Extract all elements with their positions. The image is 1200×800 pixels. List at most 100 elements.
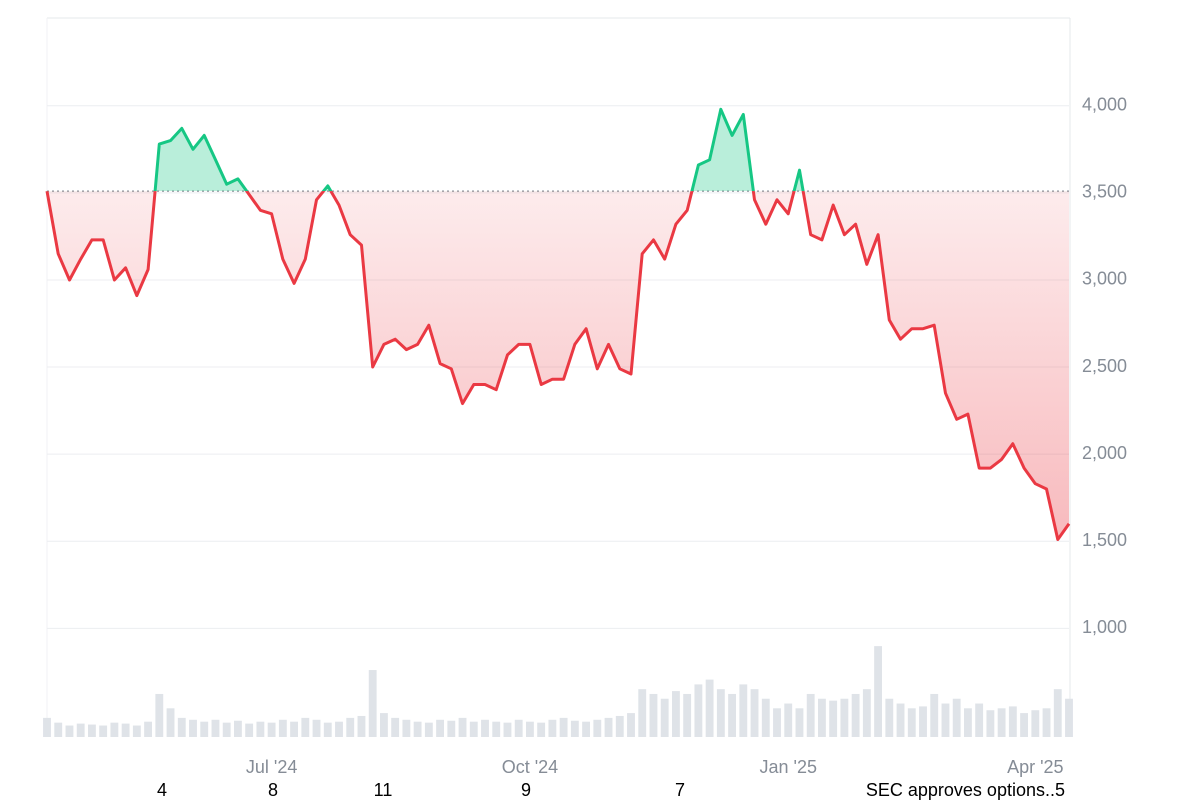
volume-bar: [402, 719, 411, 737]
volume-bar: [436, 719, 445, 737]
volume-bar: [222, 722, 231, 737]
volume-bar: [368, 670, 377, 737]
volume-bar: [817, 698, 826, 737]
volume-bar: [537, 722, 546, 737]
volume-bar: [1031, 710, 1040, 737]
volume-bar: [469, 721, 478, 737]
volume-bar: [1065, 698, 1073, 737]
event-label: 4: [157, 780, 167, 800]
volume-bar: [919, 706, 927, 737]
volume-bar: [211, 719, 220, 737]
volume-bar: [278, 719, 287, 737]
volume-bar: [739, 684, 748, 737]
volume-bar: [660, 698, 669, 737]
volume-bar: [76, 723, 85, 737]
y-tick-label: 3,500: [1082, 182, 1127, 202]
volume-bar: [99, 725, 108, 737]
line-down: [45, 191, 1071, 541]
volume-bar: [200, 721, 209, 737]
x-tick-label: Jul '24: [246, 757, 297, 777]
y-tick-label: 1,500: [1082, 530, 1127, 550]
volume-bar: [649, 693, 658, 737]
y-tick-label: 4,000: [1082, 95, 1127, 115]
volume-bar: [627, 713, 635, 737]
event-label: 11: [374, 780, 393, 800]
volume-bar: [87, 724, 96, 737]
volume-bar: [1053, 689, 1062, 737]
volume-bar: [323, 722, 332, 737]
volume-bar: [694, 684, 703, 737]
volume-bar: [986, 710, 995, 737]
volume-bar: [144, 721, 153, 737]
volume-bar: [941, 703, 950, 737]
volume-bar: [492, 721, 501, 737]
volume-bar: [784, 703, 793, 737]
volume-bar: [930, 693, 939, 737]
event-label: 9: [521, 780, 531, 800]
volume-bar: [896, 703, 905, 737]
volume-bar: [795, 708, 804, 737]
volume-bar: [312, 719, 321, 737]
volume-bar: [851, 693, 860, 737]
volume-bar: [121, 723, 130, 737]
volume-bar: [761, 698, 770, 737]
volume-bar: [997, 708, 1006, 737]
volume-bar: [975, 703, 984, 737]
volume-bar: [413, 721, 422, 737]
line-up: [46, 107, 805, 192]
volume-bar: [773, 708, 781, 737]
x-tick-label: Apr '25: [1007, 757, 1063, 777]
volume-bar: [132, 725, 141, 737]
volume-bar: [570, 720, 579, 737]
volume-bar: [110, 722, 119, 737]
volume-bar: [267, 722, 276, 737]
volume-bar: [907, 708, 916, 737]
volume-bar: [750, 689, 759, 737]
volume-bar: [424, 722, 433, 737]
volume-bar: [548, 719, 557, 737]
volume-bar: [65, 725, 74, 737]
y-tick-label: 2,000: [1082, 443, 1127, 463]
volume-bar: [514, 719, 523, 737]
volume-bar: [559, 717, 568, 737]
volume-bar: [357, 715, 366, 737]
y-tick-label: 1,000: [1082, 617, 1127, 637]
volume-bar: [177, 717, 186, 737]
volume-bar: [952, 698, 961, 737]
volume-bar: [346, 717, 355, 737]
volume-bar: [885, 698, 894, 737]
volume-bar: [481, 719, 489, 737]
volume-bar: [447, 720, 456, 737]
x-tick-label: Jan '25: [759, 757, 816, 777]
volume-bar: [233, 720, 242, 737]
volume-bar: [290, 721, 299, 737]
volume-bar: [256, 721, 265, 737]
volume-bar: [166, 708, 175, 737]
event-label: 8: [268, 780, 278, 800]
volume-bar: [840, 698, 849, 737]
x-tick-label: Oct '24: [502, 757, 558, 777]
y-tick-label: 2,500: [1082, 356, 1127, 376]
volume-bar: [829, 700, 838, 737]
volume-bar: [874, 646, 883, 737]
volume-bar: [671, 691, 680, 737]
volume-bar: [728, 693, 737, 737]
volume-bar: [1020, 713, 1029, 737]
volume-bar: [43, 717, 51, 737]
volume-bar: [1008, 706, 1017, 737]
volume-bar: [683, 693, 692, 737]
volume-bar: [582, 721, 591, 737]
event-label: 7: [675, 780, 685, 800]
volume-bar: [806, 693, 815, 737]
volume-bar: [301, 717, 310, 737]
volume-bar: [716, 689, 725, 737]
volume-bar: [391, 717, 400, 737]
volume-bar: [604, 717, 613, 737]
volume-bar: [155, 693, 164, 737]
event-label: SEC approves options..5: [866, 780, 1065, 800]
y-tick-label: 3,000: [1082, 269, 1127, 289]
volume-bar: [593, 719, 602, 737]
volume-bar: [458, 717, 467, 737]
volume-bar: [245, 723, 254, 737]
